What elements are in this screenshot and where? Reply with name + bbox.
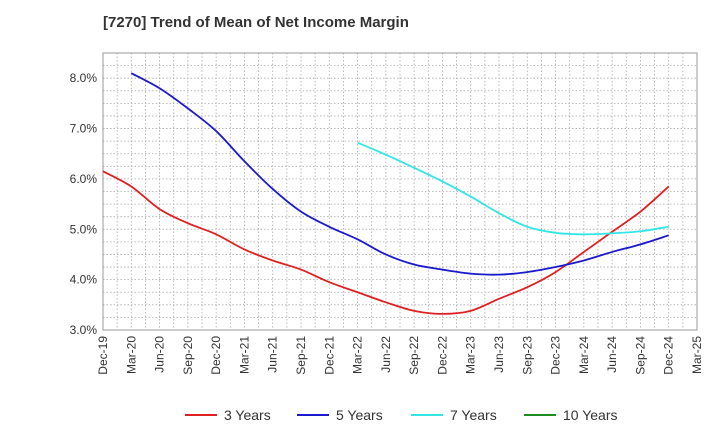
x-tick-label: Jun-21 [266, 336, 280, 373]
legend-label-10-years: 10 Years [563, 407, 618, 423]
legend-label-3-years: 3 Years [224, 407, 271, 423]
y-tick-label: 8.0% [70, 71, 98, 85]
x-tick-label: Mar-21 [237, 336, 251, 374]
y-tick-label: 6.0% [70, 172, 98, 186]
x-tick-label: Dec-24 [662, 336, 676, 375]
x-tick-label: Mar-20 [124, 336, 138, 374]
x-tick-label: Sep-21 [294, 336, 308, 375]
series-line-7-years [357, 141, 669, 236]
x-tick-label: Jun-23 [492, 336, 506, 373]
x-tick-label: Dec-22 [435, 336, 449, 375]
x-tick-label: Mar-23 [464, 336, 478, 374]
x-tick-label: Sep-24 [633, 336, 647, 375]
x-tick-label: Sep-23 [520, 336, 534, 375]
x-tick-label: Mar-24 [577, 336, 591, 374]
series-lines [102, 72, 670, 315]
x-tick-label: Dec-20 [209, 336, 223, 375]
y-tick-label: 7.0% [70, 122, 98, 136]
legend-label-5-years: 5 Years [336, 407, 383, 423]
series-line-5-years [130, 72, 669, 276]
x-tick-label: Jun-22 [379, 336, 393, 373]
x-tick-label: Jun-24 [605, 336, 619, 373]
legend-label-7-years: 7 Years [450, 407, 497, 423]
plot-area [102, 52, 698, 331]
y-tick-label: 4.0% [70, 273, 98, 287]
y-tick-label: 3.0% [70, 323, 98, 337]
series-line-3-years [102, 170, 670, 315]
chart-title: [7270] Trend of Mean of Net Income Margi… [103, 14, 409, 31]
y-axis-ticks: 3.0% 4.0% 5.0% 6.0% 7.0% 8.0% [70, 71, 98, 337]
x-tick-label: Mar-25 [690, 336, 704, 374]
x-tick-label: Mar-22 [351, 336, 365, 374]
x-tick-label: Sep-20 [181, 336, 195, 375]
x-tick-label: Dec-19 [96, 336, 110, 375]
y-tick-label: 5.0% [70, 222, 98, 236]
grid-lines [102, 52, 698, 331]
x-axis-ticks: Dec-19 Mar-20 Jun-20 Sep-20 Dec-20 Mar-21 Jun-… [96, 336, 704, 375]
x-tick-label: Jun-20 [153, 336, 167, 373]
x-tick-label: Dec-23 [549, 336, 563, 375]
legend: 3 Years 5 Years 7 Years 10 Years [185, 407, 618, 423]
x-tick-label: Dec-21 [322, 336, 336, 375]
x-tick-label: Sep-22 [407, 336, 421, 375]
